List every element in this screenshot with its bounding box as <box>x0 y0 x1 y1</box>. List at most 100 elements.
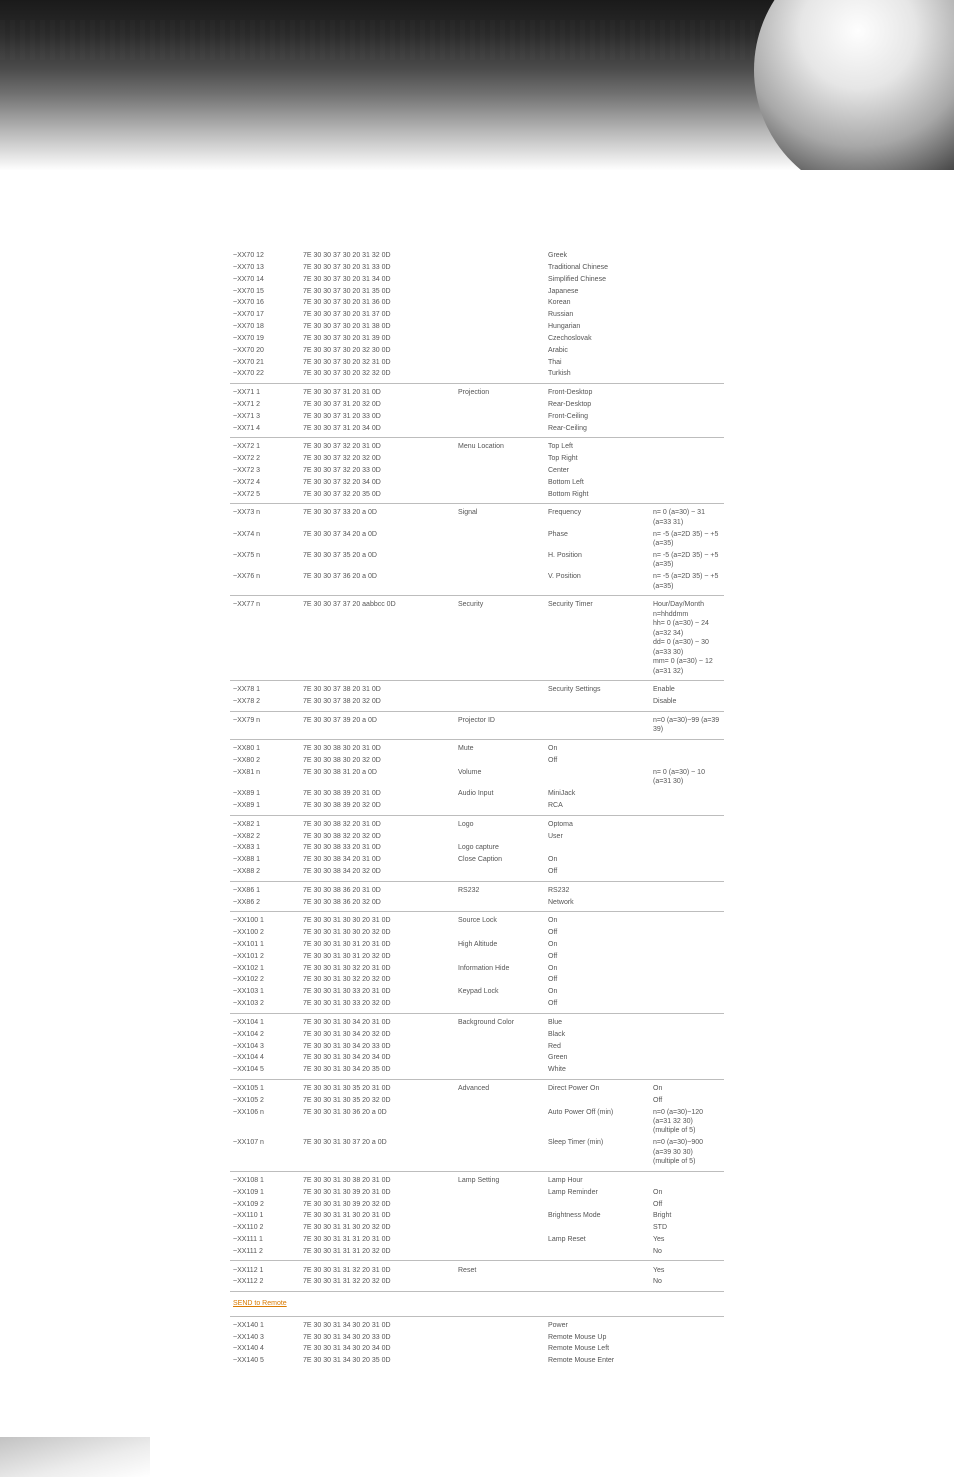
cell: 7E 30 30 37 39 20 a 0D <box>300 715 455 736</box>
table-row: ~XX140 57E 30 30 31 34 30 20 35 0DRemote… <box>230 1355 724 1367</box>
cell: ~XX82 2 <box>230 830 300 842</box>
cell: Background Color <box>455 1017 545 1029</box>
table-row: ~XX80 27E 30 30 38 30 20 32 0DOff <box>230 755 724 767</box>
cell <box>455 1355 545 1367</box>
cell: ~XX76 n <box>230 571 300 592</box>
cell: Off <box>545 951 650 963</box>
cell: 7E 30 30 31 31 30 20 31 0D <box>300 1210 455 1222</box>
table-row: ~XX72 27E 30 30 37 32 20 32 0DTop Right <box>230 453 724 465</box>
cell <box>545 842 650 854</box>
cell: ~XX140 1 <box>230 1320 300 1332</box>
cell: ~XX88 1 <box>230 854 300 866</box>
cell: Korean <box>545 297 650 309</box>
cell <box>455 333 545 345</box>
table-row: ~XX101 17E 30 30 31 30 31 20 31 0DHigh A… <box>230 939 724 951</box>
cell: ~XX101 2 <box>230 951 300 963</box>
cell: Off <box>650 1198 724 1210</box>
cell: 7E 30 30 31 34 30 20 31 0D <box>300 1320 455 1332</box>
cell <box>650 830 724 842</box>
cell: Remote Mouse Up <box>545 1331 650 1343</box>
cell <box>455 1106 545 1137</box>
cell: Remote Mouse Enter <box>545 1355 650 1367</box>
cell: Red <box>545 1040 650 1052</box>
cell: ~XX140 4 <box>230 1343 300 1355</box>
table-row: ~XX104 47E 30 30 31 30 34 20 34 0DGreen <box>230 1052 724 1064</box>
cell: 7E 30 30 37 30 20 31 35 0D <box>300 285 455 297</box>
table-row: ~XX70 207E 30 30 37 30 20 32 30 0DArabic <box>230 345 724 357</box>
table-row: ~XX109 27E 30 30 31 30 39 20 32 0DOff <box>230 1198 724 1210</box>
table-row: ~XX71 27E 30 30 37 31 20 32 0DRear-Deskt… <box>230 399 724 411</box>
cell: Top Right <box>545 453 650 465</box>
cell: Simplified Chinese <box>545 274 650 286</box>
table-row: ~XX70 227E 30 30 37 30 20 32 32 0DTurkis… <box>230 368 724 380</box>
cell: Projector ID <box>455 715 545 736</box>
cell: Keypad Lock <box>455 986 545 998</box>
table-row: ~XX71 17E 30 30 37 31 20 31 0DProjection… <box>230 387 724 399</box>
table-row: ~XX70 187E 30 30 37 30 20 31 38 0DHungar… <box>230 321 724 333</box>
cell <box>650 788 724 800</box>
cell: 7E 30 30 31 30 33 20 31 0D <box>300 986 455 998</box>
cell <box>650 743 724 755</box>
cell: Security Timer <box>545 599 650 677</box>
cell: ~XX70 16 <box>230 297 300 309</box>
table-row: ~XX86 17E 30 30 38 36 20 31 0DRS232RS232 <box>230 885 724 897</box>
cell: 7E 30 30 31 30 31 20 32 0D <box>300 951 455 963</box>
cell: Japanese <box>545 285 650 297</box>
cell <box>455 1095 545 1107</box>
cell: n= -5 (a=2D 35) ~ +5 (a=35) <box>650 529 724 550</box>
cell: ~XX71 4 <box>230 422 300 434</box>
cell: ~XX74 n <box>230 529 300 550</box>
cell <box>455 998 545 1010</box>
cell <box>650 465 724 477</box>
table-row: ~XX100 17E 30 30 31 30 30 20 31 0DSource… <box>230 915 724 927</box>
cell <box>455 411 545 423</box>
cell <box>650 854 724 866</box>
cell: Lamp Hour <box>545 1175 650 1187</box>
cell: Yes <box>650 1264 724 1276</box>
table-row: ~XX104 17E 30 30 31 30 34 20 31 0DBackgr… <box>230 1017 724 1029</box>
cell <box>455 684 545 696</box>
cell <box>650 453 724 465</box>
cell <box>650 962 724 974</box>
cell: Optoma <box>545 819 650 831</box>
cell: ~XX101 1 <box>230 939 300 951</box>
cell: Arabic <box>545 345 650 357</box>
cell: ~XX72 5 <box>230 488 300 500</box>
cell: 7E 30 30 31 31 31 20 32 0D <box>300 1246 455 1258</box>
cell: ~XX105 2 <box>230 1095 300 1107</box>
cell: n=0 (a=30)~120 (a=31 32 30) (multiple of… <box>650 1106 724 1137</box>
cell <box>455 951 545 963</box>
cell: 7E 30 30 37 38 20 31 0D <box>300 684 455 696</box>
table-row: ~XX101 27E 30 30 31 30 31 20 32 0D Off <box>230 951 724 963</box>
table-row: ~XX108 17E 30 30 31 30 38 20 31 0DLamp S… <box>230 1175 724 1187</box>
cell: Rear-Ceiling <box>545 422 650 434</box>
table-row: ~XX81 n7E 30 30 38 31 20 a 0DVolumen= 0 … <box>230 767 724 788</box>
cell <box>650 1052 724 1064</box>
cell <box>650 1064 724 1076</box>
cell <box>650 274 724 286</box>
cell <box>455 297 545 309</box>
cell: 7E 30 30 37 30 20 32 30 0D <box>300 345 455 357</box>
cell: Volume <box>455 767 545 788</box>
cell <box>650 309 724 321</box>
cell: ~XX70 22 <box>230 368 300 380</box>
cell <box>455 550 545 571</box>
cell: ~XX106 n <box>230 1106 300 1137</box>
table-row: ~XX70 127E 30 30 37 30 20 31 32 0DGreek <box>230 250 724 262</box>
cell: Logo <box>455 819 545 831</box>
cell: 7E 30 30 38 39 20 32 0D <box>300 800 455 812</box>
table-row: ~XX89 17E 30 30 38 39 20 31 0DAudio Inpu… <box>230 788 724 800</box>
cell <box>650 1017 724 1029</box>
cell <box>545 715 650 736</box>
cell <box>650 927 724 939</box>
table-row: ~XX72 37E 30 30 37 32 20 33 0DCenter <box>230 465 724 477</box>
send-to-remote-label: SEND to Remote <box>230 1295 290 1312</box>
cell: 7E 30 30 38 31 20 a 0D <box>300 767 455 788</box>
cell <box>455 250 545 262</box>
cell: 7E 30 30 37 30 20 31 38 0D <box>300 321 455 333</box>
cell: ~XX80 2 <box>230 755 300 767</box>
cell: Direct Power On <box>545 1083 650 1095</box>
cell <box>545 1095 650 1107</box>
table-row: ~XX72 57E 30 30 37 32 20 35 0DBottom Rig… <box>230 488 724 500</box>
cell: ~XX77 n <box>230 599 300 677</box>
